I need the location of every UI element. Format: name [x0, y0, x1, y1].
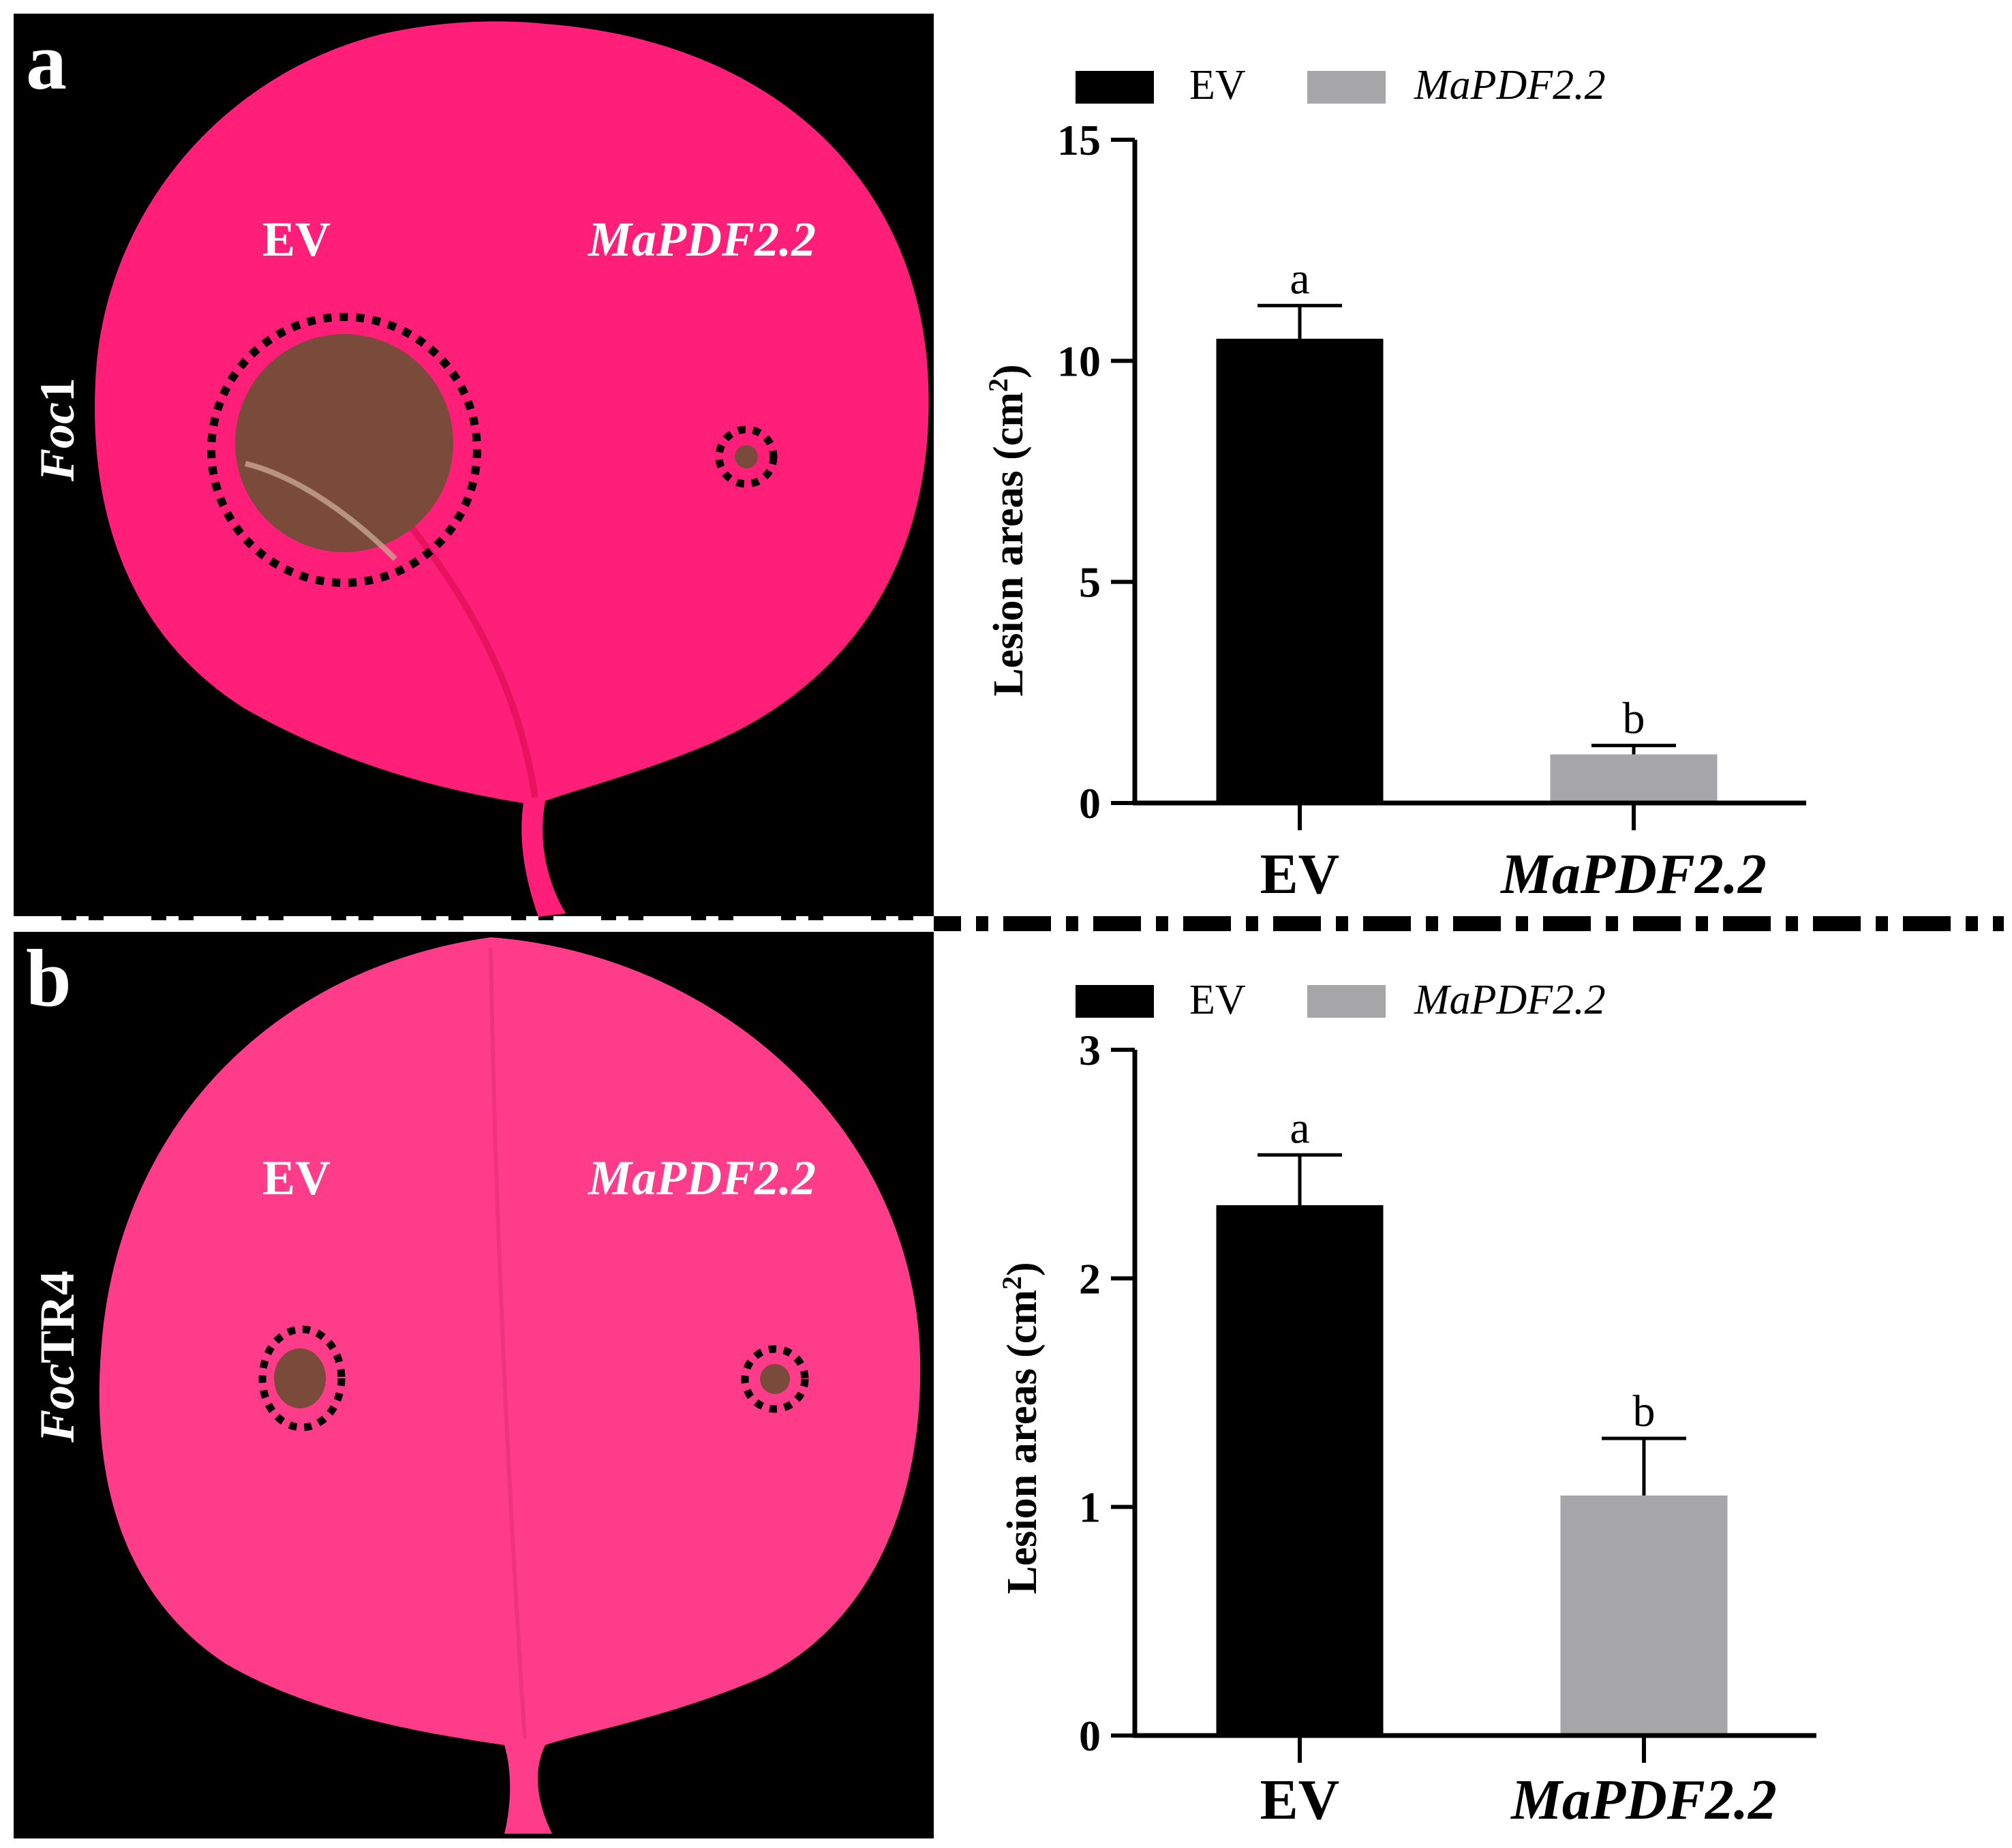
chart-a-ylabel: Lesion areas (cm2): [983, 364, 1032, 696]
chart-a-ylabel-close: ): [986, 364, 1032, 378]
chart-b-bar-1: [1560, 1495, 1728, 1736]
chart-a-legend-swatch-ev: [1076, 71, 1154, 104]
chart-a-bar-1: [1550, 754, 1718, 803]
panel-a-pathogen-label: Foc1: [30, 378, 85, 482]
panel-a-leaf-label-mapdf: MaPDF2.2: [588, 212, 816, 267]
panel-a-letter: a: [26, 16, 67, 106]
chart-b: EV MaPDF2.2 Lesion areas (cm2) aEVbMaPDF…: [996, 977, 1816, 1832]
panel-a-leaf-label-ev: EV: [262, 212, 331, 267]
panel-b-leaf: [99, 937, 921, 1834]
chart-a-ytick-label-1: 5: [1079, 558, 1101, 607]
panel-b-ev-lesion-outline: [258, 1325, 346, 1432]
panel-b-photo: b EV MaPDF2.2 FocTR4: [14, 932, 934, 1838]
panel-b-leaf-midrib: [489, 947, 527, 1739]
chart-b-ytick-label-0: 0: [1079, 1712, 1101, 1760]
chart-a-xtick-label-1: MaPDF2.2: [1499, 843, 1767, 906]
chart-a-ylabel-text: Lesion areas (cm: [986, 392, 1032, 697]
panel-a-leaf-vein: [379, 488, 538, 798]
chart-a-bar-0: [1216, 338, 1384, 803]
panel-a-pathogen-race: 1: [30, 378, 85, 402]
chart-a-xtick-label-0: EV: [1260, 843, 1340, 906]
panel-a-mapdf-lesion: [735, 445, 758, 468]
chart-b-legend-label-ev: EV: [1189, 977, 1246, 1023]
panel-a-leaf: [95, 21, 929, 917]
panel-a-ev-lesion: [235, 334, 453, 552]
panel-a-pathogen-genus: Foc: [30, 402, 85, 482]
chart-a: EV MaPDF2.2 Lesion areas (cm2) a EV b MaPDF…: [983, 62, 1806, 906]
chart-b-ytick-label-3: 3: [1079, 1026, 1101, 1074]
chart-a-legend-swatch-mapdf: [1307, 71, 1386, 104]
chart-a-ytick-label-2: 10: [1057, 337, 1101, 385]
chart-a-ytick-label-3: 15: [1057, 116, 1101, 164]
chart-b-bar-0: [1216, 1205, 1384, 1736]
panel-b-ev-lesion: [274, 1348, 326, 1408]
chart-b-ylabel-text: Lesion areas (cm: [999, 1290, 1046, 1594]
panel-b-mapdf-lesion-outline: [741, 1345, 809, 1413]
panel-a-photo: a EV MaPDF2.2 Foc1: [14, 14, 934, 920]
panel-b-letter: b: [26, 933, 72, 1023]
panel-a-mapdf-lesion-outline: [715, 425, 778, 488]
chart-a-significance-1: b: [1623, 694, 1645, 744]
chart-b-xtick-label-0: EV: [1260, 1768, 1340, 1832]
panel-a-ev-lesion-outline: [207, 313, 481, 587]
chart-a-legend-label-mapdf: MaPDF2.2: [1414, 62, 1606, 108]
chart-b-ylabel-close: ): [999, 1262, 1046, 1276]
chart-a-legend-label-ev: EV: [1189, 62, 1246, 108]
panel-b-mapdf-lesion: [760, 1364, 790, 1394]
chart-b-legend-label-mapdf: MaPDF2.2: [1414, 977, 1606, 1023]
chart-a-ylabel-sup: 2: [983, 378, 1013, 392]
chart-a-ytick-label-0: 0: [1079, 779, 1101, 828]
panel-b-leaf-label-ev: EV: [262, 1151, 331, 1205]
chart-a-significance-0: a: [1290, 254, 1309, 303]
panel-b-leaf-label-mapdf: MaPDF2.2: [588, 1151, 816, 1205]
chart-b-legend-swatch-mapdf: [1307, 985, 1386, 1018]
chart-b-legend-swatch-ev: [1076, 985, 1154, 1018]
chart-b-ylabel-sup: 2: [996, 1276, 1027, 1290]
panel-a-ev-lesion-streak: [245, 461, 397, 561]
panel-b-pathogen-race: TR4: [30, 1271, 85, 1363]
chart-b-ytick-label-2: 2: [1079, 1254, 1101, 1303]
panel-b-pathogen-label: FocTR4: [30, 1271, 85, 1443]
chart-b-significance-0: a: [1290, 1103, 1309, 1153]
chart-b-xtick-label-1: MaPDF2.2: [1510, 1768, 1777, 1832]
chart-b-ylabel: Lesion areas (cm2): [996, 1262, 1046, 1594]
panel-b-pathogen-genus: Foc: [30, 1363, 85, 1443]
chart-b-significance-1: b: [1633, 1387, 1656, 1436]
chart-b-ytick-label-1: 1: [1079, 1483, 1101, 1532]
